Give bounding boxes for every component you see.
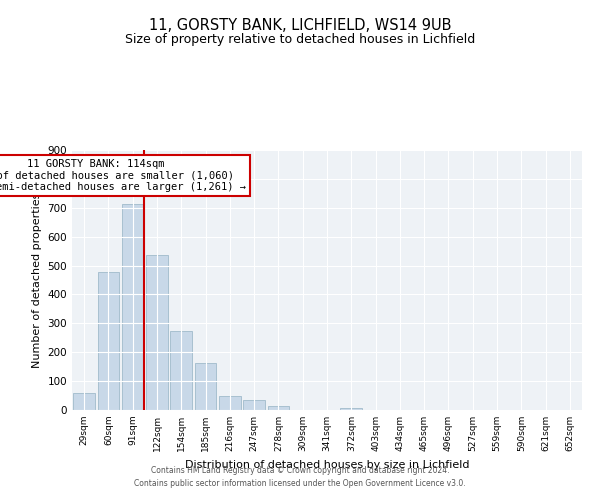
Text: 11 GORSTY BANK: 114sqm
← 46% of detached houses are smaller (1,060)
54% of semi-: 11 GORSTY BANK: 114sqm ← 46% of detached… [0,158,246,192]
Bar [194,363,217,410]
Bar [146,255,168,410]
Text: Size of property relative to detached houses in Lichfield: Size of property relative to detached ho… [125,32,475,46]
Bar [268,406,289,410]
Text: 11, GORSTY BANK, LICHFIELD, WS14 9UB: 11, GORSTY BANK, LICHFIELD, WS14 9UB [149,18,451,32]
Bar [122,204,143,410]
Bar [97,272,119,410]
X-axis label: Distribution of detached houses by size in Lichfield: Distribution of detached houses by size … [185,460,469,469]
Bar [219,396,241,410]
Bar [243,400,265,410]
Bar [340,408,362,410]
Text: Contains HM Land Registry data © Crown copyright and database right 2024.
Contai: Contains HM Land Registry data © Crown c… [134,466,466,487]
Bar [170,332,192,410]
Y-axis label: Number of detached properties: Number of detached properties [32,192,42,368]
Bar [73,392,95,410]
